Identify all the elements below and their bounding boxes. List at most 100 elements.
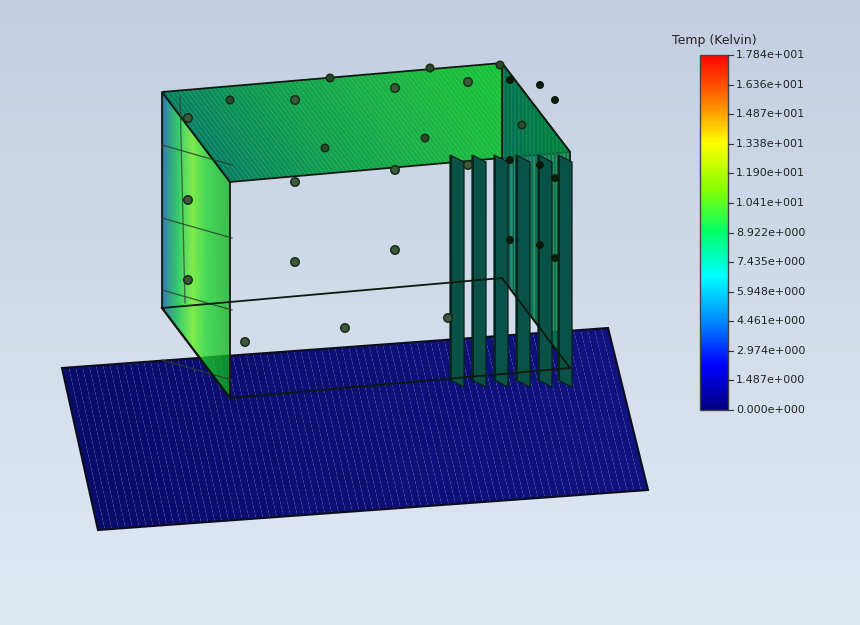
Bar bbox=[0, 132, 860, 136]
Bar bbox=[700, 384, 728, 387]
Polygon shape bbox=[232, 355, 277, 518]
Polygon shape bbox=[336, 77, 408, 167]
Bar bbox=[0, 42, 860, 46]
Polygon shape bbox=[458, 339, 504, 501]
Polygon shape bbox=[519, 334, 566, 496]
Bar bbox=[0, 401, 860, 404]
Bar bbox=[0, 55, 860, 58]
Bar bbox=[0, 368, 860, 371]
Bar bbox=[700, 191, 728, 194]
Bar bbox=[0, 466, 860, 469]
Bar bbox=[0, 459, 860, 462]
Polygon shape bbox=[517, 82, 519, 299]
Polygon shape bbox=[209, 88, 281, 178]
Circle shape bbox=[464, 161, 471, 169]
Bar bbox=[0, 458, 860, 461]
Circle shape bbox=[391, 166, 398, 174]
Polygon shape bbox=[494, 155, 508, 387]
Circle shape bbox=[497, 62, 503, 68]
Bar bbox=[700, 401, 728, 403]
Circle shape bbox=[506, 156, 514, 164]
Bar bbox=[0, 168, 860, 171]
Bar bbox=[700, 58, 728, 61]
Polygon shape bbox=[403, 342, 449, 505]
Polygon shape bbox=[287, 351, 332, 514]
Polygon shape bbox=[273, 352, 318, 514]
Text: 0.000e+000: 0.000e+000 bbox=[736, 405, 805, 415]
Bar bbox=[0, 524, 860, 527]
Polygon shape bbox=[103, 364, 146, 527]
Bar bbox=[0, 134, 860, 138]
Bar bbox=[0, 449, 860, 452]
Bar bbox=[0, 161, 860, 164]
Polygon shape bbox=[387, 72, 459, 162]
Polygon shape bbox=[438, 340, 483, 502]
Bar bbox=[0, 174, 860, 177]
Circle shape bbox=[391, 84, 398, 91]
Bar bbox=[700, 314, 728, 316]
Bar bbox=[0, 295, 860, 298]
Bar bbox=[0, 274, 860, 277]
Polygon shape bbox=[564, 145, 566, 362]
Bar bbox=[0, 436, 860, 439]
Bar bbox=[0, 551, 860, 554]
Polygon shape bbox=[471, 338, 518, 500]
Bar bbox=[700, 395, 728, 398]
Bar bbox=[0, 34, 860, 38]
Polygon shape bbox=[179, 90, 251, 181]
Polygon shape bbox=[431, 341, 476, 503]
Bar bbox=[700, 312, 728, 314]
Bar bbox=[0, 414, 860, 417]
Bar bbox=[0, 472, 860, 475]
Bar bbox=[700, 287, 728, 289]
Bar bbox=[0, 392, 860, 396]
Bar bbox=[0, 359, 860, 362]
Bar bbox=[0, 468, 860, 471]
Bar bbox=[0, 216, 860, 219]
Circle shape bbox=[464, 79, 471, 86]
Polygon shape bbox=[544, 118, 545, 336]
Bar bbox=[0, 226, 860, 229]
Bar bbox=[700, 394, 728, 396]
Bar bbox=[0, 611, 860, 614]
Bar bbox=[700, 55, 728, 410]
Polygon shape bbox=[246, 354, 291, 516]
Polygon shape bbox=[328, 78, 400, 168]
Bar bbox=[700, 285, 728, 288]
Bar bbox=[0, 258, 860, 261]
Bar bbox=[700, 143, 728, 146]
Polygon shape bbox=[516, 155, 518, 380]
Polygon shape bbox=[234, 86, 306, 176]
Bar bbox=[0, 180, 860, 183]
Bar bbox=[0, 536, 860, 539]
Text: 4.461e+000: 4.461e+000 bbox=[736, 316, 805, 326]
Bar bbox=[0, 492, 860, 496]
Bar bbox=[0, 416, 860, 419]
Polygon shape bbox=[162, 92, 234, 182]
Bar bbox=[0, 561, 860, 564]
Bar bbox=[0, 451, 860, 454]
Bar bbox=[0, 61, 860, 64]
Bar bbox=[700, 104, 728, 106]
Bar bbox=[700, 159, 728, 161]
Bar bbox=[0, 424, 860, 427]
Bar bbox=[700, 371, 728, 372]
Bar bbox=[0, 197, 860, 200]
Polygon shape bbox=[566, 147, 568, 364]
Bar bbox=[0, 547, 860, 550]
Polygon shape bbox=[96, 365, 139, 528]
Polygon shape bbox=[478, 337, 525, 499]
Polygon shape bbox=[213, 88, 286, 178]
Bar bbox=[700, 182, 728, 184]
Polygon shape bbox=[558, 136, 559, 354]
Polygon shape bbox=[175, 91, 247, 181]
Bar bbox=[700, 54, 728, 57]
Bar bbox=[0, 201, 860, 204]
Bar bbox=[700, 71, 728, 72]
Polygon shape bbox=[514, 79, 516, 296]
Bar bbox=[700, 109, 728, 112]
Bar bbox=[700, 251, 728, 254]
Bar bbox=[700, 328, 728, 330]
Bar bbox=[700, 276, 728, 279]
Bar bbox=[700, 242, 728, 245]
